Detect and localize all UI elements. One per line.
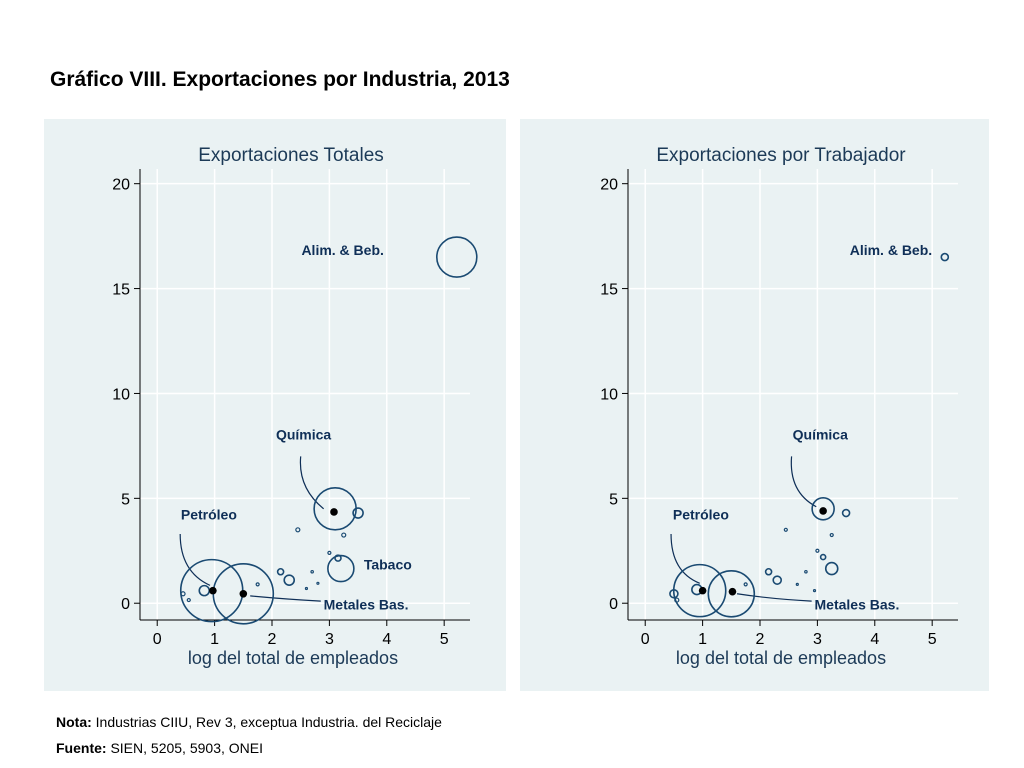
highlight-dot [209, 586, 217, 595]
x-tick-label: 2 [268, 631, 277, 648]
data-point [304, 586, 309, 591]
leader-line [670, 533, 700, 584]
data-point [812, 589, 817, 593]
point-label: Petróleo [673, 506, 729, 522]
leader-line [299, 456, 325, 510]
source-text: SIEN, 5205, 5903, ONEI [110, 740, 263, 756]
highlight-dot [239, 589, 248, 598]
data-point [186, 597, 191, 603]
data-point [674, 597, 680, 603]
chart-title: Exportaciones por Trabajador [656, 145, 906, 166]
point-label: Metales Bas. [815, 597, 900, 613]
leader-line [736, 593, 812, 602]
plot-area [628, 169, 958, 620]
data-point [804, 569, 808, 574]
data-point [811, 497, 835, 521]
data-point [669, 588, 679, 599]
y-tick-label: 5 [609, 491, 618, 508]
x-tick-label: 1 [698, 631, 707, 648]
chart-total-exports: 0 5 10 15 20 0 1 2 3 4 5 Exportaciones Totales log d… [112, 145, 478, 668]
footnote-label: Nota: [56, 714, 92, 730]
source-note: Fuente: SIEN, 5205, 5903, ONEI [56, 740, 263, 756]
data-point [283, 574, 296, 586]
x-tick-label: 0 [153, 631, 162, 648]
y-tick-label: 20 [112, 177, 130, 194]
point-label: Tabaco [364, 557, 412, 573]
highlight-dot [698, 586, 707, 595]
y-tick-label: 0 [121, 596, 130, 613]
data-point [819, 553, 827, 561]
data-point [940, 252, 950, 262]
x-tick-label: 2 [756, 631, 765, 648]
chart-title: Exportaciones Totales [198, 145, 384, 166]
source-label: Fuente: [56, 740, 107, 756]
data-point [327, 550, 332, 555]
y-tick-label: 5 [121, 491, 130, 508]
x-axis-label: log del total de empleados [676, 648, 886, 668]
data-point [310, 569, 314, 574]
data-point [255, 582, 260, 587]
x-tick-label: 5 [440, 631, 449, 648]
chart-panel-total-exports: 0 5 10 15 20 0 1 2 3 4 5 Exportaciones Totales log d… [44, 119, 506, 691]
plot-area [140, 169, 470, 620]
point-label: Química [276, 427, 331, 443]
x-tick-label: 5 [928, 631, 937, 648]
chart-exports-per-worker: 0 5 10 15 20 0 1 2 3 4 5 Exportaciones por Trabajad… [600, 145, 958, 668]
x-tick-label: 0 [641, 631, 650, 648]
data-point [316, 581, 320, 585]
data-point [824, 561, 839, 576]
data-point [841, 508, 851, 518]
y-tick-label: 15 [600, 282, 618, 299]
footnote-text: Industrias CIIU, Rev 3, exceptua Industr… [95, 714, 442, 730]
data-point [764, 567, 773, 576]
footnote: Nota: Industrias CIIU, Rev 3, exceptua I… [56, 714, 442, 730]
data-point [352, 507, 364, 519]
highlight-dot [819, 507, 827, 515]
data-point [295, 527, 301, 533]
point-label: Metales Bas. [324, 597, 409, 613]
data-point [795, 582, 799, 586]
data-point [327, 554, 355, 583]
y-tick-label: 20 [600, 177, 618, 194]
x-tick-label: 4 [870, 631, 879, 648]
y-tick-label: 15 [112, 282, 130, 299]
highlight-dot [330, 508, 338, 516]
data-point [815, 548, 820, 553]
data-point [783, 527, 788, 532]
highlight-dot [728, 587, 737, 596]
leader-line [250, 595, 321, 602]
x-tick-label: 1 [210, 631, 219, 648]
leader-line [179, 533, 211, 586]
point-label: Petróleo [181, 506, 237, 522]
leader-line [790, 456, 817, 508]
y-tick-label: 10 [112, 386, 130, 403]
x-axis-label: log del total de empleados [188, 648, 398, 668]
x-tick-label: 4 [382, 631, 391, 648]
data-point [772, 575, 783, 585]
data-point [341, 532, 347, 538]
y-tick-label: 10 [600, 386, 618, 403]
x-tick-label: 3 [813, 631, 822, 648]
data-point [707, 569, 756, 618]
x-tick-label: 3 [325, 631, 334, 648]
point-label: Alim. & Beb. [301, 242, 383, 258]
y-tick-label: 0 [609, 596, 618, 613]
data-point [743, 582, 748, 587]
point-label: Alim. & Beb. [850, 242, 932, 258]
data-point [435, 236, 478, 278]
point-label: Química [793, 427, 848, 443]
chart-panel-exports-per-worker: 0 5 10 15 20 0 1 2 3 4 5 Exportaciones por Trabajad… [520, 119, 989, 691]
data-point [276, 567, 285, 576]
data-point [180, 591, 186, 597]
figure-title: Gráfico VIII. Exportaciones por Industri… [50, 68, 510, 91]
data-point [829, 532, 834, 538]
data-point [672, 563, 727, 618]
